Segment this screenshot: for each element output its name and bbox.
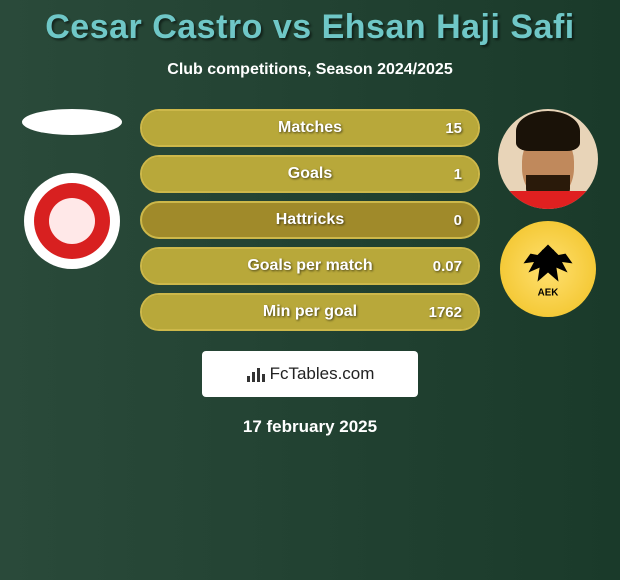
stat-value-right: 1 xyxy=(454,166,462,183)
subtitle: Club competitions, Season 2024/2025 xyxy=(0,61,620,79)
svg-text:AEK: AEK xyxy=(538,288,559,299)
stat-value-right: 0.07 xyxy=(433,258,462,275)
stat-label: Matches xyxy=(142,119,478,137)
club-right-logo: AEK xyxy=(500,221,596,317)
stat-row-matches: Matches 15 xyxy=(140,109,480,147)
brand-text: FcTables.com xyxy=(270,364,375,384)
stat-label: Goals xyxy=(142,165,478,183)
brand-box[interactable]: FcTables.com xyxy=(202,351,418,397)
comparison-card: Cesar Castro vs Ehsan Haji Safi Club com… xyxy=(0,0,620,437)
bar-chart-icon xyxy=(246,365,266,383)
stat-row-min-per-goal: Min per goal 1762 xyxy=(140,293,480,331)
main-row: Matches 15 Goals 1 Hattricks 0 Goals per… xyxy=(0,109,620,331)
club-left-logo xyxy=(24,173,120,269)
stat-label: Min per goal xyxy=(142,303,478,321)
stats-column: Matches 15 Goals 1 Hattricks 0 Goals per… xyxy=(140,109,480,331)
face-hair xyxy=(516,111,580,151)
club-left-logo-inner xyxy=(34,183,110,259)
player-right-column: AEK xyxy=(488,109,608,317)
stat-row-goals-per-match: Goals per match 0.07 xyxy=(140,247,480,285)
face-shirt xyxy=(498,191,598,209)
stat-value-right: 0 xyxy=(454,212,462,229)
player-left-avatar xyxy=(22,109,122,135)
player-left-column xyxy=(12,109,132,269)
stat-row-hattricks: Hattricks 0 xyxy=(140,201,480,239)
club-left-logo-emblem xyxy=(49,198,95,244)
stat-row-goals: Goals 1 xyxy=(140,155,480,193)
stat-label: Hattricks xyxy=(142,211,478,229)
stat-value-right: 1762 xyxy=(429,304,462,321)
footer-date: 17 february 2025 xyxy=(0,417,620,437)
player-right-avatar xyxy=(498,109,598,209)
stat-label: Goals per match xyxy=(142,257,478,275)
stat-value-right: 15 xyxy=(445,120,462,137)
title: Cesar Castro vs Ehsan Haji Safi xyxy=(0,8,620,47)
eagle-icon: AEK xyxy=(513,234,583,304)
